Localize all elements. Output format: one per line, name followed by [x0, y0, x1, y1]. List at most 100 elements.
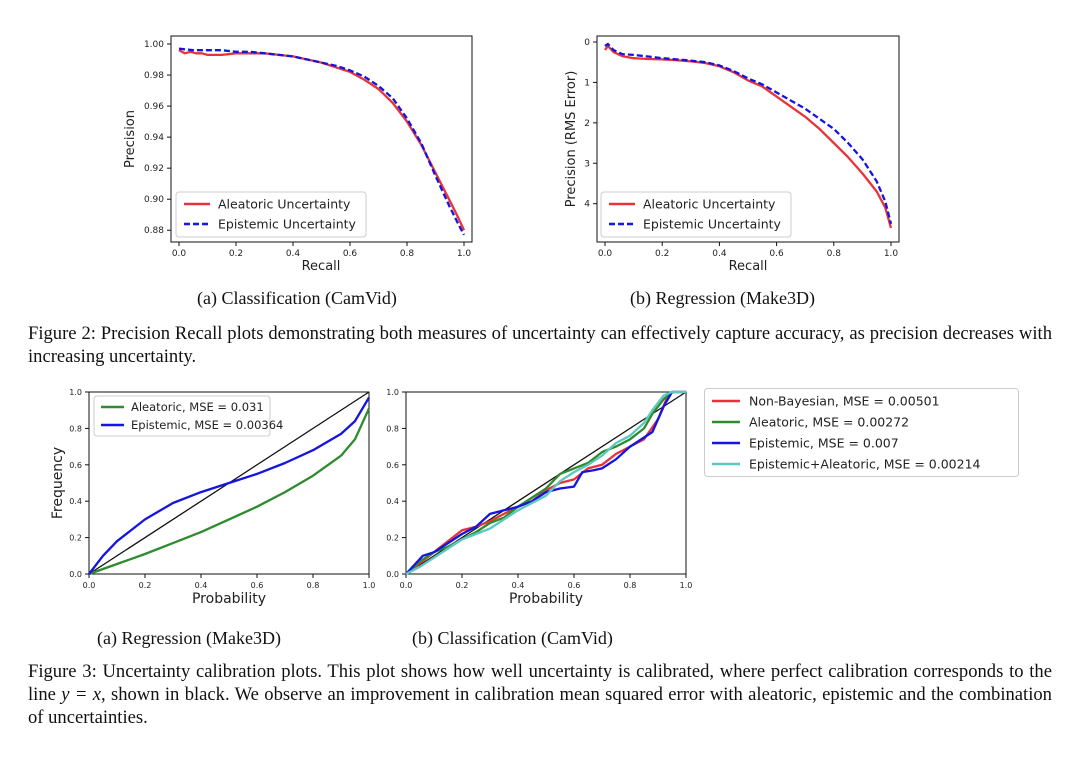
- fig3b-legend: Non-Bayesian, MSE = 0.00501 Aleatoric, M…: [704, 388, 1019, 477]
- fig2a-yticks: 0.88 0.90 0.92 0.94 0.96 0.98 1.00: [144, 40, 171, 236]
- fig2a-gridless-axes: 0.880.900.920.940.960.981.00 0.0 0.2 0.4 0.…: [123, 35, 473, 274]
- fig2b-ytick-label: 4: [584, 200, 590, 210]
- fig3b-legend-label-nonbayesian: Non-Bayesian, MSE = 0.00501: [749, 394, 940, 409]
- fig3a-ytick-label: 0.6: [69, 461, 82, 470]
- fig2a-series: [178, 47, 466, 236]
- fig2a-xtick-label: 0.8: [400, 249, 415, 259]
- fig3a-legend-label-aleatoric: Aleatoric, MSE = 0.031: [131, 400, 264, 414]
- fig3a-legend-box: [93, 395, 271, 437]
- fig2-subcaption-b: (b) Regression (Make3D): [630, 288, 815, 308]
- fig3a-legend-label-epistemic: Epistemic, MSE = 0.00364: [131, 418, 283, 432]
- fig3a-xticks: 0.0 0.2 0.4 0.6 0.8 1.0: [83, 574, 376, 590]
- fig3-subcaption-b: (b) Classification (CamVid): [412, 628, 613, 648]
- fig3b-series: [405, 390, 687, 576]
- fig2a-xtick-label: 0.4: [286, 249, 301, 259]
- fig2a-ylabel: Precision: [123, 110, 138, 168]
- fig3a-series-line-0: [88, 407, 371, 576]
- fig3b-ytick-label: 0.0: [386, 570, 399, 579]
- fig3b-ytick-label: 0.8: [386, 424, 399, 433]
- fig2b-legend-box: [600, 191, 792, 238]
- fig2a-xtick-label: 0.0: [172, 249, 187, 259]
- fig2a-legend-label-aleatoric: Aleatoric Uncertainty: [218, 197, 351, 212]
- fig2a-xtick-label: 1.0: [457, 249, 472, 259]
- fig3b-ytick-label: 0.6: [386, 461, 399, 470]
- fig2a-xticks: 0.0 0.2 0.4 0.6 0.8 1.0: [172, 242, 472, 259]
- fig2b-xtick-label: 0.8: [827, 249, 842, 259]
- fig2b-series-line-1: [604, 42, 893, 225]
- fig3b-xtick-label: 0.0: [400, 581, 413, 590]
- fig2b-xtick-label: 0.0: [598, 249, 613, 259]
- fig3a-chart: 0.0 0.2 0.4 0.6 0.8 1.0 0.0 0.2 0.4 0.6 0.8 1.0 Pr…: [50, 388, 376, 607]
- fig3a-xlabel: Probability: [192, 591, 266, 607]
- fig2a-ytick-label: 1.00: [144, 40, 164, 50]
- fig2b-xlabel: Recall: [729, 259, 768, 274]
- fig2b-ytick-label: 2: [584, 119, 590, 129]
- fig2b-plot-frame: [596, 35, 900, 243]
- fig3a-yticks: 0.0 0.2 0.4 0.6 0.8 1.0: [69, 388, 89, 579]
- fig2a-series-line-1: [178, 47, 466, 236]
- fig3b-xtick-label: 1.0: [680, 581, 693, 590]
- fig2b-ytick-label: 1: [584, 78, 590, 88]
- fig3b-xtick-label: 0.4: [512, 581, 525, 590]
- fig2b-legend-label-epistemic: Epistemic Uncertainty: [643, 217, 782, 232]
- fig3a-xtick-label: 0.2: [139, 581, 152, 590]
- fig3-caption-math: y = x: [61, 684, 101, 705]
- fig2b-xtick-label: 0.6: [769, 249, 784, 259]
- fig3a-xtick-label: 0.4: [195, 581, 208, 590]
- fig3-caption: Figure 3: Uncertainty calibration plots.…: [28, 660, 1052, 729]
- fig3b-series-line-3: [405, 390, 686, 576]
- fig2a-ytick-label: 0.88: [144, 226, 164, 236]
- fig3b-yticks: 0.0 0.2 0.4 0.6 0.8 1.0: [386, 388, 406, 579]
- fig2b-xtick-label: 0.4: [712, 249, 727, 259]
- fig3-caption-part2: , shown in black. We observe an improvem…: [28, 684, 1052, 728]
- fig3-caption-part1: Figure 3: Uncertainty calibration plots.…: [28, 661, 1052, 705]
- fig3b-legend-label-aleatoric: Aleatoric, MSE = 0.00272: [749, 415, 909, 430]
- fig2a-legend: Aleatoric Uncertainty Epistemic Uncertai…: [175, 191, 367, 238]
- fig2b-ytick-label: 0: [584, 38, 590, 48]
- fig3b-series-line-2: [405, 390, 686, 575]
- fig2a-ytick-label: 0.90: [144, 195, 164, 205]
- fig3b-xtick-label: 0.2: [456, 581, 469, 590]
- fig3b-xtick-label: 0.8: [624, 581, 637, 590]
- fig2a-plot-frame: [170, 35, 473, 243]
- fig3a-series: [88, 391, 371, 576]
- fig2a-ytick-label: 0.98: [144, 71, 164, 81]
- fig3a-ytick-label: 0.2: [69, 534, 82, 543]
- fig2a-ytick-label: 0.96: [144, 102, 164, 112]
- fig2b-xtick-label: 1.0: [884, 249, 899, 259]
- fig3b-xtick-label: 0.6: [568, 581, 581, 590]
- fig2b-yticks: 0 1 2 3 4: [584, 38, 597, 210]
- fig2-caption: Figure 2: Precision Recall plots demonst…: [28, 323, 1052, 367]
- fig2a-xtick-label: 0.6: [343, 249, 358, 259]
- fig3a-legend: Aleatoric, MSE = 0.031 Epistemic, MSE = …: [93, 395, 283, 437]
- fig2a-ytick-label: 0.92: [144, 164, 164, 174]
- fig2a-xlabel: Recall: [302, 259, 341, 274]
- fig3-subcaption-a: (a) Regression (Make3D): [97, 628, 281, 648]
- fig2a-chart: 0.880.900.920.940.960.981.00 0.0 0.2 0.4 0.…: [123, 35, 473, 274]
- fig2-subcaption-a: (a) Classification (CamVid): [197, 288, 397, 308]
- fig3a-ytick-label: 0.8: [69, 424, 82, 433]
- fig3a-series-line-1: [88, 396, 370, 575]
- fig3b-ytick-label: 0.2: [386, 534, 399, 543]
- fig2a-legend-label-epistemic: Epistemic Uncertainty: [218, 217, 357, 232]
- fig2b-xtick-label: 0.2: [655, 249, 669, 259]
- fig3b-plot-frame: [405, 391, 687, 575]
- fig3a-xtick-label: 1.0: [363, 581, 376, 590]
- fig2b-legend-label-aleatoric: Aleatoric Uncertainty: [643, 197, 776, 212]
- fig3b-ytick-label: 1.0: [386, 388, 399, 397]
- fig2b-ylabel: Precision (RMS Error): [564, 71, 579, 208]
- fig3a-ytick-label: 0.0: [69, 570, 82, 579]
- fig2b-ytick-label: 3: [584, 159, 590, 169]
- fig2a-xtick-label: 0.2: [229, 249, 243, 259]
- fig3a-xtick-label: 0.6: [251, 581, 264, 590]
- fig3a-xtick-label: 0.0: [83, 581, 96, 590]
- fig3a-xtick-label: 0.8: [307, 581, 320, 590]
- fig3b-chart: 0.0 0.2 0.4 0.6 0.8 1.0 0.0 0.2 0.4 0.6 0.8 1.0 Pr…: [386, 388, 693, 607]
- fig2b-series: [604, 42, 893, 229]
- fig2b-series-line-0: [604, 44, 893, 229]
- fig3b-legend-label-epistemic-aleatoric: Epistemic+Aleatoric, MSE = 0.00214: [749, 457, 981, 472]
- fig3b-legend-label-epistemic: Epistemic, MSE = 0.007: [749, 436, 899, 451]
- fig2a-ytick-label: 0.94: [144, 133, 164, 143]
- fig2b-chart: 0 1 2 3 4 0.0 0.2 0.4 0.6 0.8 1.0 Recall Precisio…: [564, 35, 900, 274]
- fig3b-ytick-label: 0.4: [386, 497, 399, 506]
